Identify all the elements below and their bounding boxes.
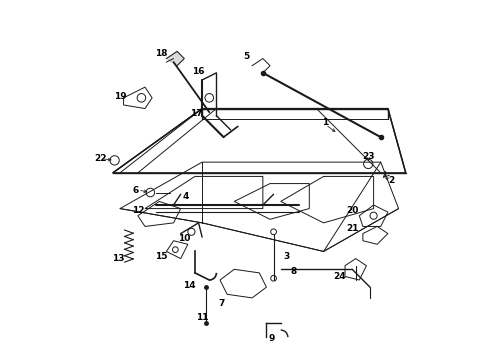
Text: 6: 6 (133, 185, 139, 194)
Text: 24: 24 (333, 272, 346, 281)
Text: 15: 15 (155, 252, 167, 261)
Text: 1: 1 (322, 118, 328, 127)
Text: 7: 7 (219, 299, 225, 308)
Text: 20: 20 (346, 206, 358, 215)
Text: 8: 8 (290, 267, 296, 276)
Text: 4: 4 (183, 192, 189, 201)
Text: 5: 5 (244, 52, 250, 61)
Text: 3: 3 (283, 252, 289, 261)
Text: 9: 9 (269, 334, 275, 343)
Text: 12: 12 (132, 206, 144, 215)
Text: 23: 23 (362, 152, 374, 161)
Text: 14: 14 (183, 281, 196, 290)
Text: 22: 22 (94, 154, 107, 163)
Text: 11: 11 (196, 313, 208, 322)
Text: 17: 17 (191, 109, 203, 118)
Text: 19: 19 (114, 91, 126, 100)
Text: 2: 2 (389, 176, 394, 185)
Text: 10: 10 (178, 234, 191, 243)
Polygon shape (167, 51, 184, 66)
Text: 21: 21 (346, 224, 358, 233)
Text: 13: 13 (112, 254, 124, 263)
Text: 16: 16 (192, 67, 205, 76)
Text: 18: 18 (155, 49, 167, 58)
